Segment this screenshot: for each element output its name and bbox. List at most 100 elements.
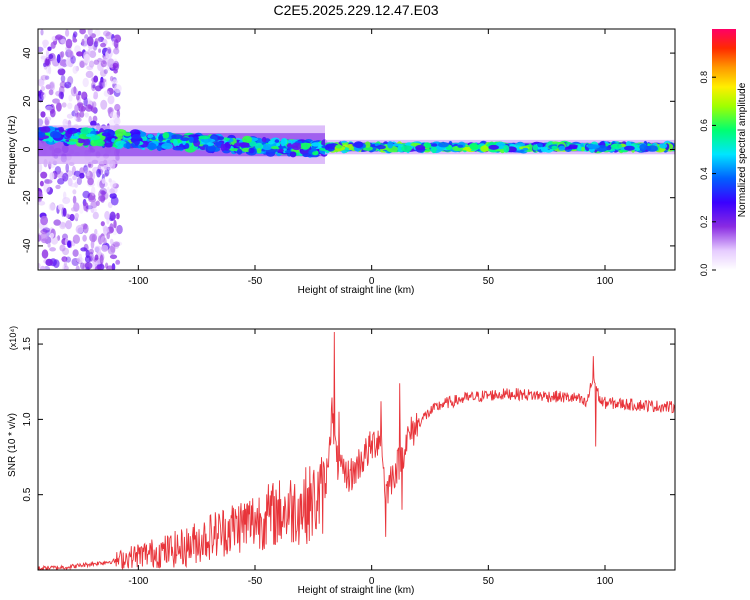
heatmap-cell [92, 84, 96, 89]
heatmap-cell [156, 143, 163, 152]
heatmap-cell [72, 195, 77, 204]
heatmap-cell [302, 153, 312, 158]
heatmap-cell [104, 142, 113, 148]
heatmap-cell [57, 178, 65, 185]
heatmap-cell [57, 204, 65, 211]
heatmap-cell [112, 241, 121, 247]
heatmap-cell [40, 171, 48, 179]
heatmap-cell [387, 141, 394, 149]
heatmap-cell [364, 141, 371, 148]
heatmap-cell [639, 143, 648, 151]
heatmap-cell [79, 111, 85, 118]
heatmap-cell [161, 142, 173, 150]
heatmap-cell [83, 164, 89, 174]
heatmap-cell [96, 37, 102, 44]
heatmap-cell [184, 143, 190, 149]
heatmap-cell [80, 127, 91, 135]
heatmap-cell [53, 219, 61, 226]
heatmap-cell [61, 102, 67, 108]
heatmap-cell [94, 38, 99, 44]
heatmap-cell [90, 240, 95, 249]
heatmap-cell [109, 223, 114, 233]
heatmap-cell [65, 256, 72, 263]
heatmap-cell [198, 135, 210, 140]
heatmap-cell [114, 103, 121, 112]
heatmap-cell [80, 262, 85, 270]
heatmap-cell [98, 36, 105, 42]
heatmap-cell [59, 244, 66, 252]
heatmap-cell [300, 142, 311, 150]
heatmap-cell [74, 111, 78, 122]
heatmap-cell [284, 150, 292, 154]
x-tick-label: 100 [597, 576, 614, 587]
colorbar-tick-label: 0.0 [699, 264, 709, 277]
y-tick-label: 0 [22, 146, 33, 152]
heatmap-cell [106, 265, 114, 270]
heatmap-cell [101, 178, 106, 184]
heatmap-cell [103, 69, 108, 75]
heatmap-cell [536, 143, 544, 148]
heatmap-cell [147, 142, 157, 151]
heatmap-cell [147, 134, 154, 139]
heatmap-cell [100, 78, 107, 83]
heatmap-cell [88, 255, 93, 263]
heatmap-cell [89, 50, 97, 58]
snr-series-line [38, 331, 675, 570]
heatmap-cell [80, 247, 88, 252]
spectrogram-y-ticks: -40 -20 0 20 40 [22, 47, 675, 253]
heatmap-cell [133, 138, 140, 146]
heatmap-cell [84, 255, 91, 263]
heatmap-cell [56, 54, 61, 64]
heatmap-cell [291, 142, 302, 151]
heatmap-cell [67, 76, 74, 85]
heatmap-cell [55, 170, 64, 178]
heatmap-cell [256, 148, 262, 154]
heatmap-cell [83, 223, 89, 234]
heatmap-cell [62, 247, 70, 256]
y-tick-label: 0.5 [22, 487, 33, 501]
heatmap-cell [106, 232, 110, 240]
heatmap-cell [48, 65, 52, 75]
heatmap-cell [158, 134, 164, 142]
heatmap-cell [217, 136, 224, 141]
heatmap-cell [93, 139, 105, 147]
heatmap-cell [38, 78, 44, 84]
heatmap-cell [202, 144, 209, 148]
heatmap-cell [172, 146, 185, 151]
heatmap-cell [104, 210, 110, 220]
heatmap-cell [75, 224, 84, 234]
heatmap-cell [116, 224, 123, 235]
heatmap-cell [110, 243, 116, 253]
heatmap-cell [84, 112, 89, 118]
heatmap-cell [38, 200, 46, 206]
heatmap-cell [106, 186, 110, 196]
heatmap-cell [287, 139, 293, 144]
heatmap-cell [45, 116, 52, 122]
heatmap-feature-2 [319, 139, 675, 155]
heatmap-cell [48, 89, 54, 96]
heatmap-cell [48, 54, 54, 59]
heatmap-cell [43, 182, 51, 193]
heatmap-cell [39, 180, 44, 187]
heatmap-cell [100, 42, 107, 48]
heatmap-cell [59, 221, 66, 230]
heatmap-cell [98, 189, 106, 200]
heatmap-cell [99, 69, 107, 77]
heatmap-cell [44, 75, 50, 80]
heatmap-cell [82, 223, 88, 230]
heatmap-cell [61, 256, 68, 262]
heatmap-cell [88, 60, 95, 68]
heatmap-cell [116, 212, 120, 220]
heatmap-cell [40, 29, 44, 36]
x-tick-label: 50 [483, 576, 495, 587]
heatmap-cell [68, 94, 73, 102]
heatmap-cell [109, 188, 115, 194]
heatmap-cell [646, 145, 658, 152]
heatmap-cell [45, 57, 50, 66]
heatmap-cell [58, 126, 65, 133]
heatmap-cell [123, 132, 132, 137]
heatmap-cell [67, 58, 74, 68]
heatmap-cell [92, 211, 99, 220]
heatmap-cell [79, 167, 85, 176]
